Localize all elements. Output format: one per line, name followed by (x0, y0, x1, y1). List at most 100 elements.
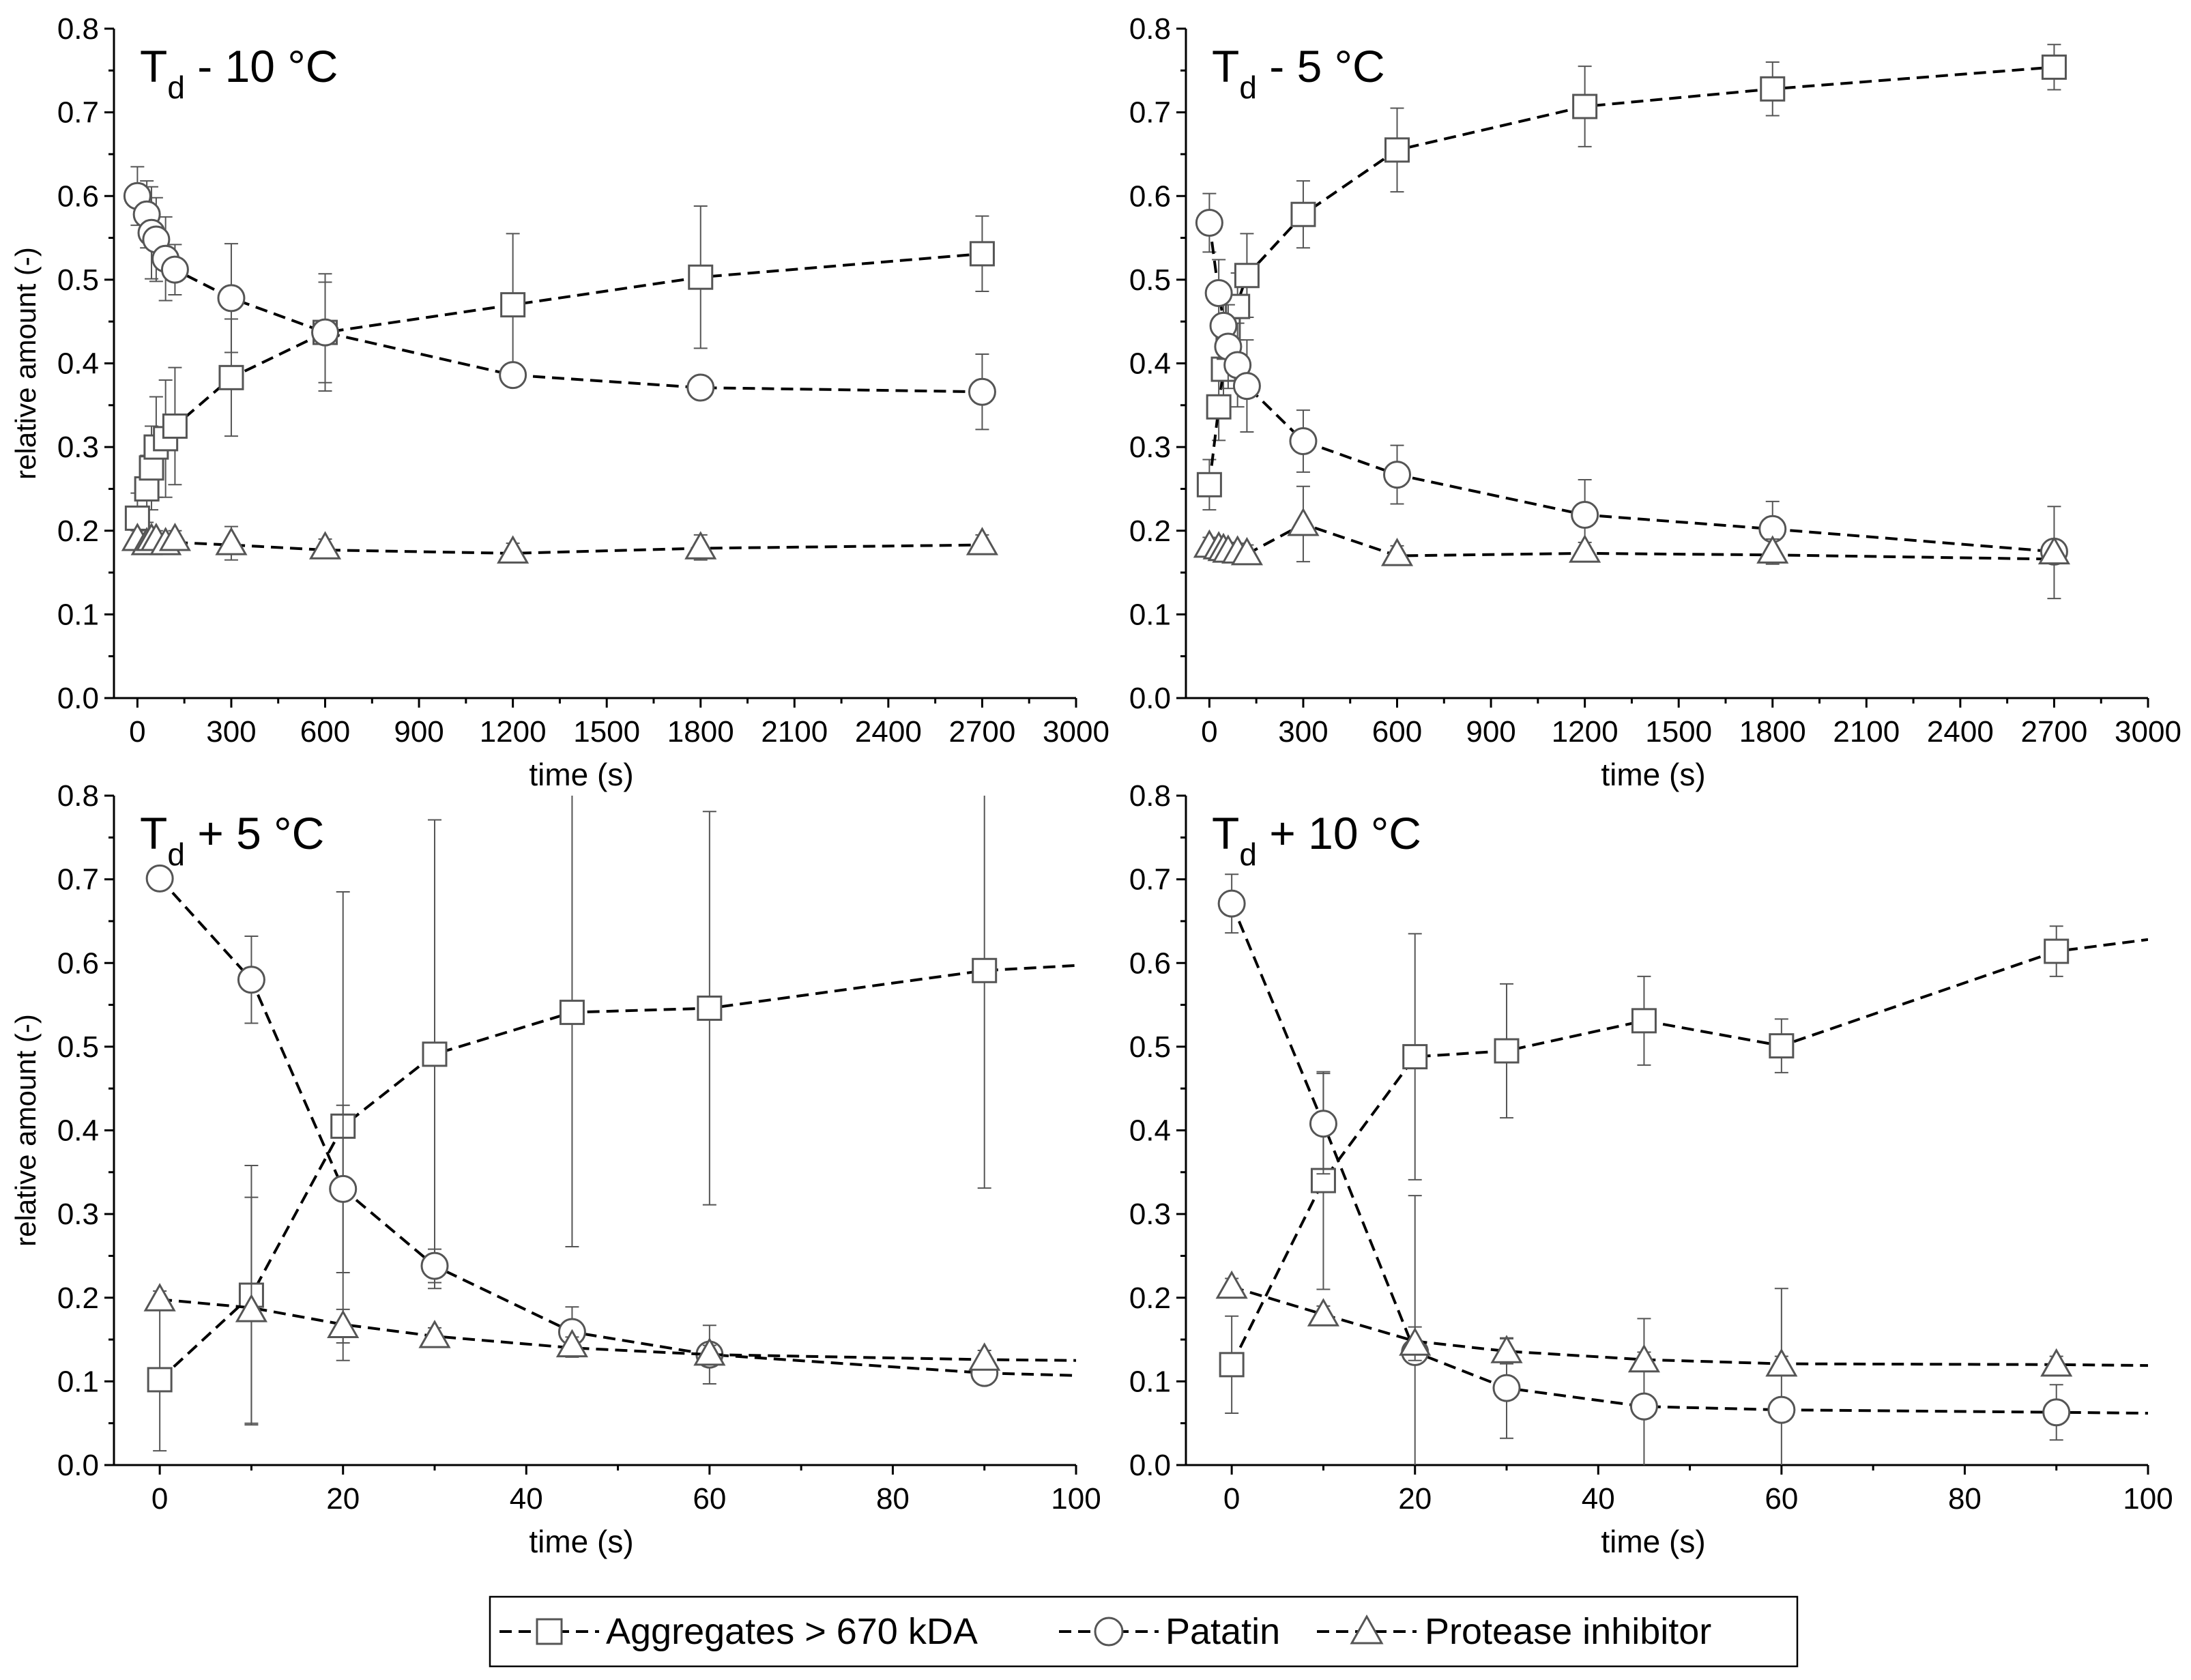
x-tick-label: 40 (510, 1482, 543, 1516)
data-point-square (2041, 54, 2067, 80)
data-point-square (1219, 1352, 1245, 1378)
data-point-circle (1492, 1374, 1521, 1402)
legend-label-patatin: Patatin (1165, 1611, 1280, 1652)
trend-line (136, 195, 983, 394)
data-point-triangle (308, 531, 342, 560)
legend-square-icon (536, 1618, 563, 1645)
y-tick-label: 0.7 (1129, 96, 1171, 130)
y-tick-label: 0.4 (57, 1114, 99, 1148)
y-tick-label: 0.2 (1129, 1281, 1171, 1315)
data-point-triangle (418, 1320, 451, 1348)
data-point-circle (329, 1174, 358, 1203)
series-triangle (1215, 1270, 2148, 1377)
x-tick-label: 3000 (1043, 715, 1109, 749)
data-point-triangle (235, 1294, 268, 1322)
data-point-square (134, 476, 160, 502)
panel-title-rest: + 10 °C (1257, 808, 1421, 858)
x-tick-label: 2100 (1833, 715, 1900, 749)
y-tick-label: 0.3 (1129, 431, 1171, 464)
y-tick-label: 0.1 (1129, 1365, 1171, 1398)
data-point-triangle (158, 522, 191, 551)
data-point-circle (1289, 427, 1318, 456)
data-point-triangle (1287, 507, 1320, 536)
x-tick-label: 2700 (2020, 715, 2087, 749)
plot-area (1215, 873, 2148, 1465)
x-tick-label: 1200 (1552, 715, 1619, 749)
y-tick-label: 0.7 (1129, 863, 1171, 897)
data-point-square (1402, 1044, 1428, 1070)
y-tick-label: 0.5 (57, 1030, 99, 1064)
data-point-triangle (2037, 536, 2071, 565)
data-point-triangle (1399, 1327, 1432, 1356)
x-tick-label: 1500 (573, 715, 640, 749)
panel-top-left: 0.0 0.1 0.2 0.3 0.4 0.5 0.6 0.7 0.8 0 300 600 900 120… (10, 12, 1109, 792)
y-tick-label: 0.0 (57, 1449, 99, 1482)
trend-line (158, 878, 1076, 1377)
x-tick-label: 1200 (480, 715, 547, 749)
data-point-circle (145, 864, 174, 893)
x-tick-label: 60 (1765, 1482, 1798, 1516)
data-point-square (139, 455, 164, 481)
y-tick-label: 0.8 (1129, 12, 1171, 46)
data-point-square (969, 241, 995, 267)
data-point-square (1196, 472, 1222, 497)
data-point-circle (1232, 372, 1261, 401)
series-circle (145, 864, 1076, 1387)
y-tick-label: 0.5 (1129, 263, 1171, 297)
y-tick-label: 0.7 (57, 863, 99, 897)
plot-area (143, 796, 1076, 1452)
data-point-triangle (327, 1309, 360, 1338)
data-point-circle (1767, 1395, 1796, 1424)
panel-title-main: T (1212, 41, 1239, 91)
data-point-triangle (555, 1329, 589, 1358)
y-tick-label: 0.6 (57, 179, 99, 213)
y-tick-label: 0.8 (1129, 779, 1171, 813)
data-point-circle (1204, 278, 1233, 307)
data-point-triangle (966, 527, 999, 555)
data-point-circle (968, 377, 996, 406)
legend-item-patatin: Patatin (1059, 1611, 1280, 1652)
panel-title: Td + 10 °C (1212, 808, 1421, 872)
series-triangle (1193, 485, 2071, 600)
data-point-circle (420, 1251, 449, 1280)
data-point-square (1206, 394, 1232, 420)
data-point-triangle (1756, 535, 1789, 564)
trend-line (1208, 66, 2055, 485)
y-tick-label: 0.6 (1129, 179, 1171, 213)
y-tick-label: 0.0 (1129, 682, 1171, 715)
data-point-square (1494, 1038, 1520, 1064)
x-axis-label: time (s) (529, 757, 633, 792)
series-circle (123, 166, 996, 431)
y-tick-label: 0.4 (1129, 1114, 1171, 1148)
x-tick-label: 2400 (1927, 715, 1994, 749)
trend-line (1230, 938, 2148, 1365)
legend-label-aggregates: Aggregates > 670 kDA (606, 1611, 978, 1652)
data-point-square (218, 364, 244, 390)
data-point-circle (1571, 500, 1599, 529)
y-tick-label: 0.1 (57, 598, 99, 631)
x-tick-label: 600 (300, 715, 350, 749)
data-point-triangle (2040, 1348, 2073, 1377)
data-point-triangle (1307, 1298, 1340, 1327)
panel-title-main: T (140, 41, 167, 91)
trend-line (158, 964, 1076, 1381)
y-tick-label: 0.2 (1129, 515, 1171, 548)
x-tick-label: 1800 (1739, 715, 1806, 749)
series-circle (1195, 192, 2068, 566)
data-point-square (1290, 201, 1316, 227)
x-tick-label: 1500 (1645, 715, 1712, 749)
panel-bottom-right: 0.0 0.1 0.2 0.3 0.4 0.5 0.6 0.7 0.8 0 20 40 60 80 100 t… (1129, 779, 2173, 1559)
panel-title-subscript: d (1239, 70, 1257, 105)
series-triangle (121, 522, 999, 564)
data-point-triangle (684, 531, 717, 560)
data-point-circle (499, 361, 527, 390)
legend-label-protease: Protease inhibitor (1425, 1611, 1711, 1652)
y-tick-label: 0.8 (57, 12, 99, 46)
x-tick-label: 0 (129, 715, 145, 749)
x-axis-label: time (s) (1601, 1524, 1705, 1559)
series-triangle (143, 1196, 1076, 1424)
panel-title-rest: - 10 °C (185, 41, 338, 91)
panel-top-right: 0.0 0.1 0.2 0.3 0.4 0.5 0.6 0.7 0.8 0 300 600 900 120… (1129, 12, 2181, 792)
x-tick-label: 20 (1398, 1482, 1432, 1516)
x-tick-label: 100 (1051, 1482, 1101, 1516)
